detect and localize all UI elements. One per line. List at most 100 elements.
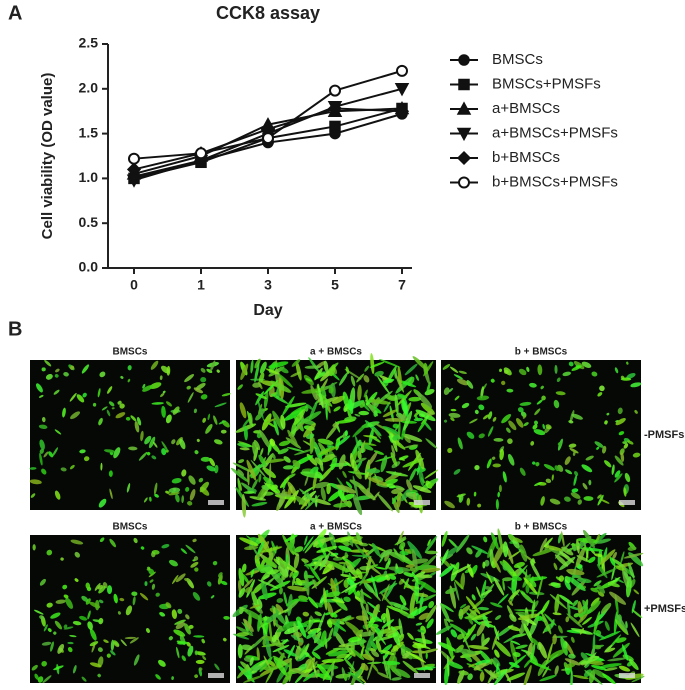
cell xyxy=(392,495,398,505)
cell xyxy=(552,634,557,645)
cell xyxy=(364,365,370,372)
cell xyxy=(529,382,537,388)
cell xyxy=(602,673,616,685)
cell xyxy=(496,662,499,674)
cell xyxy=(557,533,563,544)
cell xyxy=(103,639,109,644)
cell xyxy=(466,431,475,439)
cell xyxy=(539,537,548,553)
cell xyxy=(223,615,230,620)
cell xyxy=(477,503,482,508)
cell xyxy=(50,612,61,619)
cell xyxy=(408,396,422,402)
micrograph xyxy=(30,360,230,510)
cell xyxy=(201,638,205,644)
cell xyxy=(54,429,62,435)
cell xyxy=(290,422,297,438)
cell xyxy=(172,574,179,585)
cell xyxy=(292,570,299,579)
cell xyxy=(367,661,382,665)
cell xyxy=(474,464,480,471)
cell xyxy=(195,659,205,664)
cell xyxy=(89,641,99,647)
cell xyxy=(350,452,355,469)
cell xyxy=(499,560,514,573)
cell xyxy=(192,592,201,601)
cell xyxy=(289,570,294,578)
cell xyxy=(287,585,309,592)
cell xyxy=(414,414,419,421)
cell xyxy=(109,538,117,548)
cell xyxy=(549,498,561,505)
cell xyxy=(424,469,439,479)
cell xyxy=(345,366,350,374)
cell xyxy=(312,578,317,590)
cell xyxy=(72,620,82,626)
cell xyxy=(30,493,36,498)
cell xyxy=(343,673,348,681)
cell xyxy=(401,399,408,414)
cell xyxy=(39,448,44,454)
cells xyxy=(442,361,642,510)
cell xyxy=(498,484,502,493)
cell xyxy=(301,558,309,563)
cell xyxy=(348,398,354,415)
cell xyxy=(590,597,600,607)
cell xyxy=(363,389,368,398)
cell xyxy=(607,581,620,588)
cell xyxy=(62,584,68,590)
cell xyxy=(142,383,146,389)
cell xyxy=(144,581,148,587)
cell xyxy=(293,553,300,569)
cell xyxy=(394,394,399,415)
cell xyxy=(515,418,524,428)
cell xyxy=(281,638,289,645)
cell xyxy=(523,658,532,668)
cell xyxy=(63,372,69,377)
cell xyxy=(515,611,529,616)
cell xyxy=(238,568,245,587)
cell xyxy=(85,582,91,590)
cell xyxy=(55,599,66,604)
cell xyxy=(564,456,571,465)
cell xyxy=(360,602,369,621)
cell xyxy=(174,619,186,625)
cell xyxy=(529,614,540,637)
cell xyxy=(146,568,151,571)
cell xyxy=(216,369,220,373)
cell xyxy=(593,611,601,635)
cell xyxy=(213,439,223,445)
cell xyxy=(417,629,424,633)
cell xyxy=(483,536,488,543)
cell xyxy=(536,575,544,600)
cell xyxy=(396,496,401,508)
cell xyxy=(554,554,569,567)
cell xyxy=(331,598,345,604)
cell xyxy=(314,457,324,466)
cell xyxy=(87,610,91,620)
cell xyxy=(221,392,231,397)
cell xyxy=(200,368,206,373)
cell xyxy=(597,494,602,499)
cell xyxy=(614,473,623,483)
cell xyxy=(283,456,291,463)
cell xyxy=(579,627,585,635)
cell xyxy=(187,645,194,657)
cell xyxy=(270,380,292,393)
cell xyxy=(328,560,350,573)
cells xyxy=(435,528,645,690)
cell xyxy=(177,641,188,645)
cell xyxy=(291,668,311,677)
panel-label: B xyxy=(8,318,22,340)
cell xyxy=(46,602,53,608)
cell xyxy=(596,584,606,594)
cell xyxy=(257,579,278,589)
cell xyxy=(385,560,391,570)
cell xyxy=(362,653,375,661)
cell xyxy=(414,579,420,603)
cell xyxy=(238,459,245,464)
cell xyxy=(326,483,331,495)
cell xyxy=(110,639,115,651)
cell xyxy=(212,560,218,566)
cell xyxy=(557,442,562,446)
